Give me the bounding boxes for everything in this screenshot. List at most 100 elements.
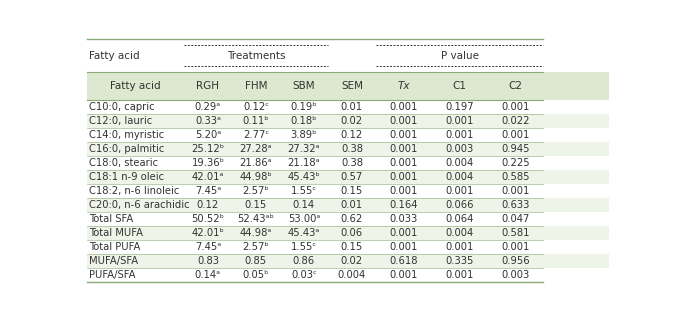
- Text: 0.05ᵇ: 0.05ᵇ: [243, 270, 269, 280]
- Text: 0.581: 0.581: [501, 228, 530, 238]
- Text: 0.12ᶜ: 0.12ᶜ: [243, 102, 269, 112]
- Text: Treatments: Treatments: [226, 51, 285, 61]
- Text: 0.62: 0.62: [341, 214, 363, 224]
- Text: 0.022: 0.022: [501, 116, 530, 126]
- Text: C1: C1: [453, 81, 466, 91]
- Text: 0.001: 0.001: [390, 172, 418, 182]
- Text: 0.197: 0.197: [445, 102, 474, 112]
- Text: 0.225: 0.225: [501, 158, 530, 168]
- Text: 7.45ᵃ: 7.45ᵃ: [195, 186, 221, 196]
- Text: 21.18ᵃ: 21.18ᵃ: [287, 158, 320, 168]
- Text: 0.19ᵇ: 0.19ᵇ: [291, 102, 317, 112]
- Bar: [87, 142, 609, 156]
- Text: 44.98ᵃ: 44.98ᵃ: [240, 228, 272, 238]
- Text: 0.001: 0.001: [390, 270, 418, 280]
- Text: 0.001: 0.001: [445, 270, 474, 280]
- Text: 0.12: 0.12: [197, 200, 219, 210]
- Text: 0.956: 0.956: [501, 256, 530, 266]
- Text: 7.45ᵃ: 7.45ᵃ: [195, 242, 221, 252]
- Bar: [87, 212, 609, 226]
- Text: 5.20ᵃ: 5.20ᵃ: [195, 130, 221, 140]
- Text: C18:0, stearic: C18:0, stearic: [89, 158, 159, 168]
- Text: 0.001: 0.001: [501, 186, 530, 196]
- Text: P value: P value: [441, 51, 479, 61]
- Text: 0.001: 0.001: [390, 144, 418, 154]
- Text: 0.335: 0.335: [445, 256, 474, 266]
- Text: C14:0, myristic: C14:0, myristic: [89, 130, 165, 140]
- Bar: [87, 100, 609, 114]
- Text: 21.86ᵃ: 21.86ᵃ: [239, 158, 273, 168]
- Text: 27.28ᵃ: 27.28ᵃ: [239, 144, 273, 154]
- Text: 0.83: 0.83: [197, 256, 219, 266]
- Text: 0.001: 0.001: [501, 242, 530, 252]
- Text: 0.001: 0.001: [390, 130, 418, 140]
- Text: 1.55ᶜ: 1.55ᶜ: [291, 186, 317, 196]
- Text: Tx: Tx: [397, 81, 410, 91]
- Text: 0.001: 0.001: [390, 158, 418, 168]
- Text: 0.14ᵃ: 0.14ᵃ: [195, 270, 221, 280]
- Text: C18:1 n-9 oleic: C18:1 n-9 oleic: [89, 172, 165, 182]
- Text: SBM: SBM: [293, 81, 315, 91]
- Text: 0.02: 0.02: [341, 116, 363, 126]
- Text: 0.001: 0.001: [390, 186, 418, 196]
- Text: 0.945: 0.945: [501, 144, 530, 154]
- Text: 0.001: 0.001: [501, 130, 530, 140]
- Text: 1.55ᶜ: 1.55ᶜ: [291, 242, 317, 252]
- Text: 0.85: 0.85: [245, 256, 267, 266]
- Text: 0.001: 0.001: [445, 242, 474, 252]
- Text: 0.01: 0.01: [341, 102, 363, 112]
- Text: 0.15: 0.15: [341, 186, 363, 196]
- Bar: [87, 128, 609, 142]
- Text: 0.001: 0.001: [501, 102, 530, 112]
- Text: C18:2, n-6 linoleic: C18:2, n-6 linoleic: [89, 186, 180, 196]
- Text: 0.001: 0.001: [445, 116, 474, 126]
- Text: 0.047: 0.047: [501, 214, 530, 224]
- Bar: [87, 254, 609, 268]
- Text: 0.004: 0.004: [445, 228, 474, 238]
- Bar: [87, 268, 609, 282]
- Text: 0.38: 0.38: [341, 144, 363, 154]
- Text: 0.066: 0.066: [445, 200, 474, 210]
- Text: C20:0, n-6 arachidic: C20:0, n-6 arachidic: [89, 200, 190, 210]
- Bar: [87, 226, 609, 240]
- Text: 19.36ᵇ: 19.36ᵇ: [191, 158, 224, 168]
- Text: 3.89ᵇ: 3.89ᵇ: [291, 130, 317, 140]
- Text: PUFA/SFA: PUFA/SFA: [89, 270, 136, 280]
- Text: 2.77ᶜ: 2.77ᶜ: [243, 130, 269, 140]
- Text: C2: C2: [508, 81, 523, 91]
- Text: 0.14: 0.14: [293, 200, 315, 210]
- Text: 0.064: 0.064: [445, 214, 474, 224]
- Text: Fatty acid: Fatty acid: [89, 51, 140, 61]
- Text: 0.86: 0.86: [293, 256, 315, 266]
- Text: 25.12ᵇ: 25.12ᵇ: [191, 144, 224, 154]
- Bar: [87, 198, 609, 212]
- Text: 27.32ᵃ: 27.32ᵃ: [287, 144, 320, 154]
- Text: Fatty acid: Fatty acid: [111, 81, 161, 91]
- Text: 0.001: 0.001: [390, 116, 418, 126]
- Text: 0.633: 0.633: [501, 200, 530, 210]
- Text: 44.98ᵇ: 44.98ᵇ: [239, 172, 273, 182]
- Text: RGH: RGH: [197, 81, 220, 91]
- Text: 0.001: 0.001: [390, 102, 418, 112]
- Bar: [87, 72, 609, 100]
- Text: 2.57ᵇ: 2.57ᵇ: [243, 186, 269, 196]
- Text: 0.164: 0.164: [390, 200, 418, 210]
- Text: Total MUFA: Total MUFA: [89, 228, 144, 238]
- Text: 0.585: 0.585: [501, 172, 530, 182]
- Text: 0.03ᶜ: 0.03ᶜ: [291, 270, 317, 280]
- Text: 0.01: 0.01: [341, 200, 363, 210]
- Bar: [87, 240, 609, 254]
- Text: 0.33ᵃ: 0.33ᵃ: [195, 116, 221, 126]
- Text: C16:0, palmitic: C16:0, palmitic: [89, 144, 165, 154]
- Bar: [87, 114, 609, 128]
- Text: 0.001: 0.001: [445, 186, 474, 196]
- Text: 0.57: 0.57: [341, 172, 363, 182]
- Text: Total SFA: Total SFA: [89, 214, 134, 224]
- Text: 0.618: 0.618: [390, 256, 418, 266]
- Text: 0.18ᵇ: 0.18ᵇ: [291, 116, 317, 126]
- Text: 0.001: 0.001: [445, 130, 474, 140]
- Bar: [87, 170, 609, 184]
- Text: 0.004: 0.004: [338, 270, 366, 280]
- Text: 0.11ᵇ: 0.11ᵇ: [243, 116, 269, 126]
- Text: 42.01ᵃ: 42.01ᵃ: [192, 172, 224, 182]
